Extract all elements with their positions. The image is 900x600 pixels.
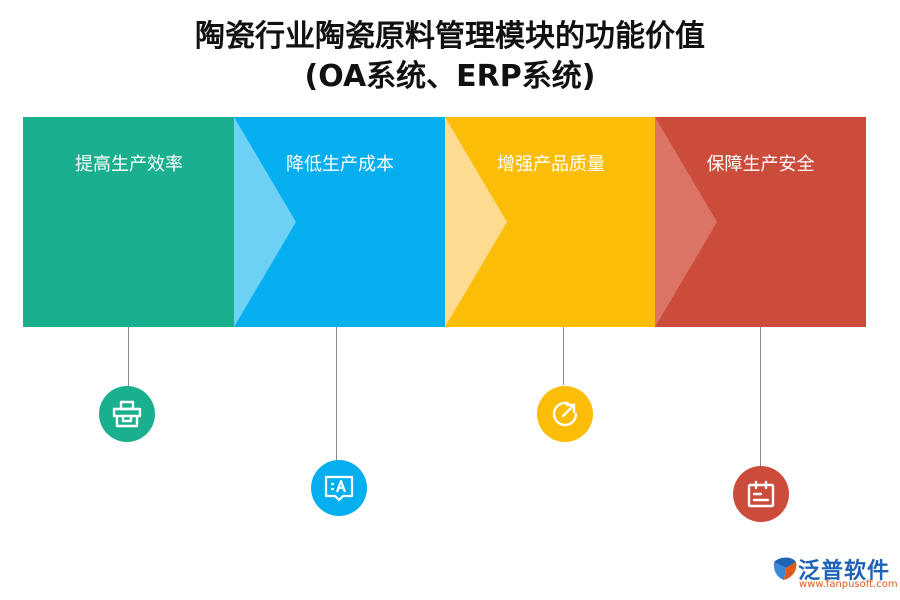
connector-line [760, 327, 761, 467]
value-block-safety: 保障生产安全 [655, 117, 866, 327]
refresh-arrow-icon [537, 386, 593, 442]
brand-logo: 泛普软件 www.fanpusoft.com [772, 552, 898, 596]
connector-line [128, 327, 129, 389]
block-label-quality: 增强产品质量 [497, 154, 605, 175]
message-text-icon [311, 460, 367, 516]
value-block-efficiency: 提高生产效率 [23, 117, 235, 327]
brand-name: 泛普软件 [798, 559, 891, 584]
block-label-safety: 保障生产安全 [706, 154, 815, 175]
block-label-efficiency: 提高生产效率 [75, 154, 183, 175]
chevron-arrow [445, 117, 507, 327]
briefcase-icon [99, 386, 155, 442]
value-block-quality: 增强产品质量 [445, 117, 657, 327]
brand-url: www.fanpusoft.com [799, 579, 898, 590]
calendar-list-icon [733, 466, 789, 522]
fanpu-logo-icon [773, 557, 797, 580]
diagram-subtitle: (OA系统、ERP系统) [304, 59, 596, 94]
chevron-arrow [655, 117, 717, 327]
connector-line [336, 327, 337, 461]
value-block-cost: 降低生产成本 [234, 117, 446, 327]
connector-line [563, 327, 564, 385]
chevron-arrow [234, 117, 296, 327]
diagram-title: 陶瓷行业陶瓷原料管理模块的功能价值 [195, 19, 705, 54]
block-label-cost: 降低生产成本 [286, 154, 394, 175]
